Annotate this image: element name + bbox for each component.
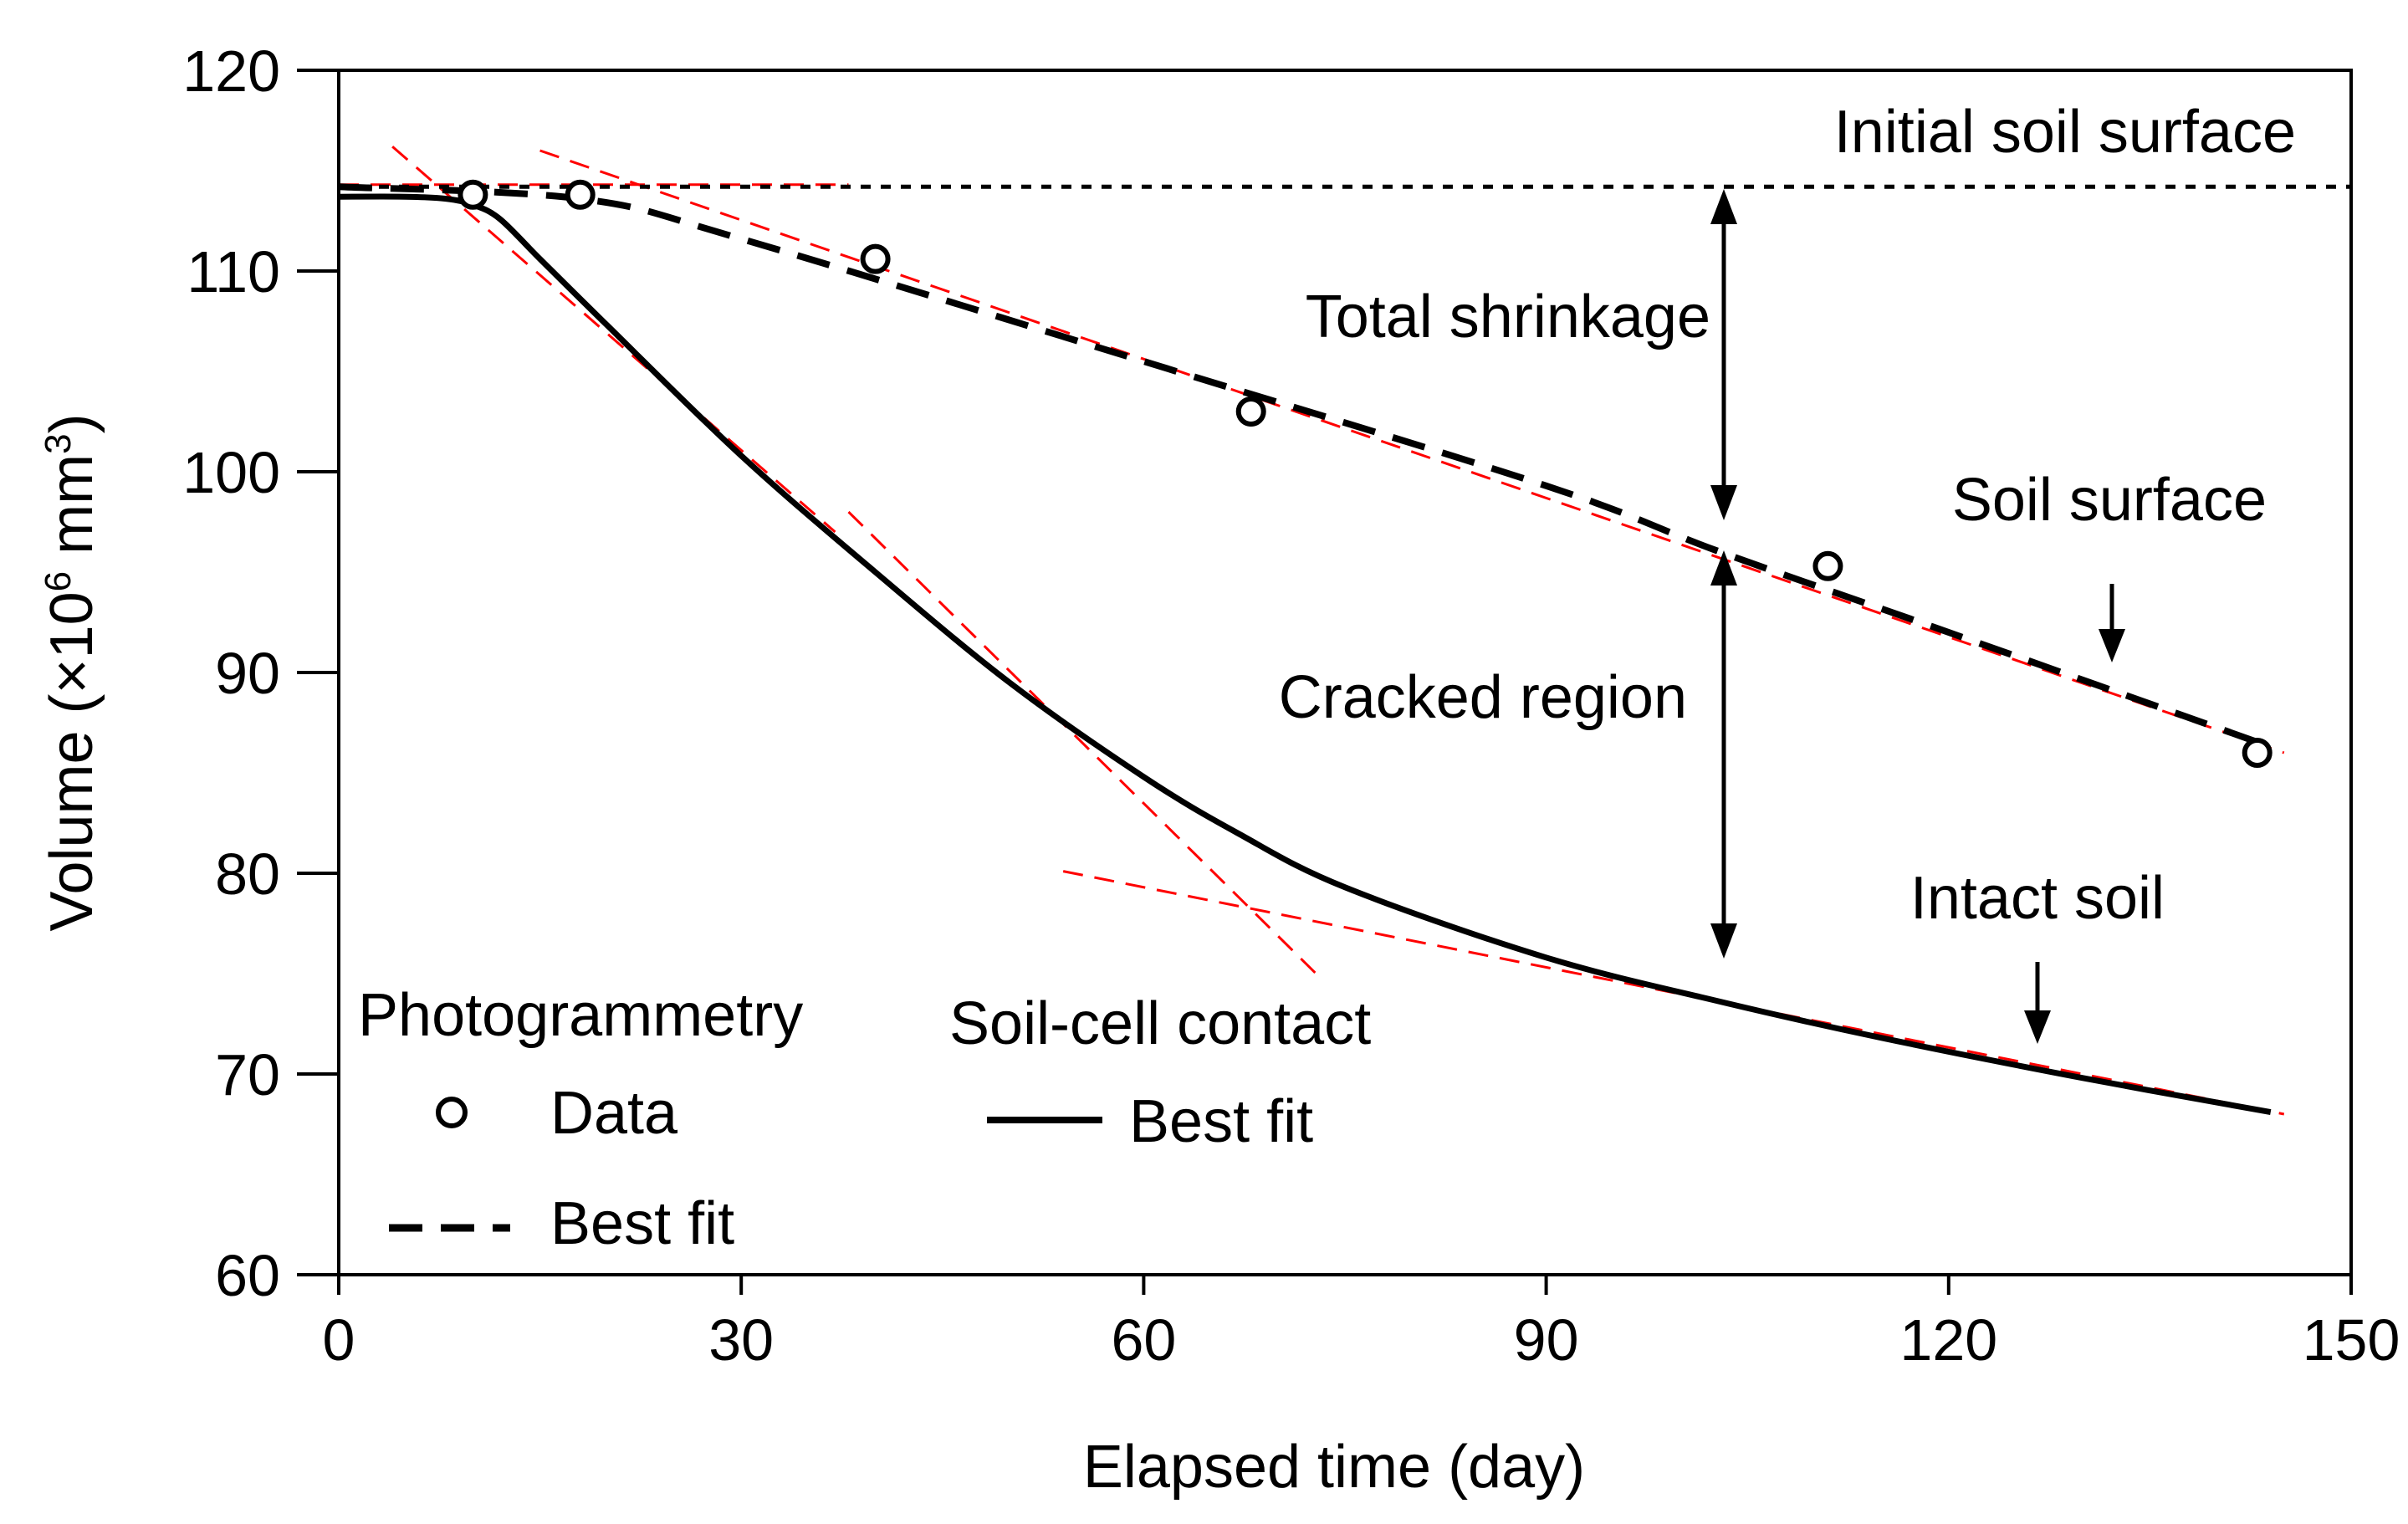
soil-cell-contact-best-fit-curve [338,193,2272,1116]
y-tick-label: 90 [215,641,280,706]
soil-surface-arrow [2099,584,2125,662]
photogrammetry-data-points [458,179,2273,768]
y-axis-title-multiplier: × [38,658,105,693]
legend-contact-title: Soil-cell contact [949,990,1371,1057]
x-axis-ticks: 0 30 60 90 120 150 [323,1275,2400,1373]
x-tick-label: 30 [708,1307,774,1373]
photogrammetry-best-fit-line [338,183,2273,750]
legend: Photogrammetry Data Best fit Soil-cell c… [358,982,1371,1257]
x-tick-label: 60 [1111,1307,1176,1373]
tangent-line-3 [539,149,2285,754]
annotation-total-shrinkage: Total shrinkage [1306,284,1710,350]
y-axis-title: Volume (×106 mm3) [38,413,105,931]
y-tick-label: 110 [187,239,280,304]
x-tick-label: 150 [2303,1307,2400,1373]
legend-contact-best-fit-label: Best fit [1129,1088,1313,1155]
data-point-6 [2242,738,2273,768]
y-axis-title-number: 10 [38,591,105,658]
cracked-region-arrow [1710,550,1737,959]
legend-photogrammetry-title: Photogrammetry [358,982,803,1049]
y-tick-label: 70 [215,1042,280,1107]
y-axis-title-exponent: 6 [38,571,79,591]
annotation-intact-soil: Intact soil [1910,865,2165,932]
data-point-4 [1235,396,1266,427]
x-tick-label: 0 [323,1307,355,1373]
data-point-1 [458,179,488,210]
y-tick-label: 120 [182,38,280,104]
tangent-line-4 [847,510,1319,977]
legend-best-fit-label: Best fit [550,1190,734,1257]
x-axis-title: Elapsed time (day) [1083,1434,1585,1501]
y-axis-title-close: ) [38,413,105,433]
total-shrinkage-arrow [1710,189,1737,520]
annotation-cracked-region: Cracked region [1279,664,1687,731]
legend-data-label: Data [550,1080,678,1147]
y-axis-title-main: Volume ( [38,693,105,931]
y-tick-label: 60 [215,1243,280,1308]
y-axis-title-unit-exponent: 3 [38,433,79,453]
annotation-soil-surface: Soil surface [1952,467,2267,534]
data-point-5 [1812,550,1843,581]
annotation-initial-soil-surface: Initial soil surface [1834,99,2296,166]
tangent-line-1 [391,146,836,534]
y-axis-title-unit: mm [38,454,105,571]
x-tick-label: 90 [1514,1307,1579,1373]
y-tick-label: 100 [182,440,280,505]
y-axis-ticks: 60 70 80 90 100 110 120 [182,38,339,1308]
x-tick-label: 120 [1899,1307,1997,1373]
y-tick-label: 80 [215,841,280,907]
intact-soil-arrow [2024,962,2051,1044]
legend-data-marker [436,1097,468,1128]
data-point-3 [860,243,891,274]
data-point-2 [565,179,596,210]
